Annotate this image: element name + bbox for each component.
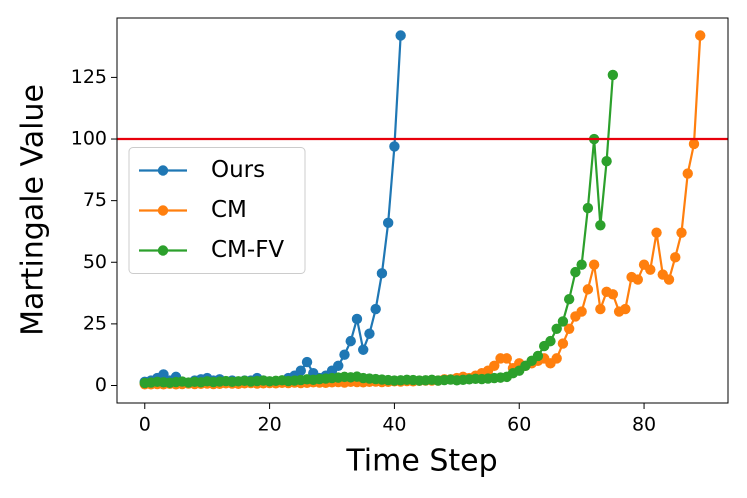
point <box>301 356 313 368</box>
point <box>588 259 600 270</box>
point <box>395 30 406 41</box>
point <box>670 252 681 263</box>
point <box>333 360 344 371</box>
point <box>570 266 581 278</box>
point <box>595 303 606 315</box>
y-tick-label: 50 <box>83 251 107 273</box>
point <box>676 227 687 238</box>
point <box>563 294 575 305</box>
point <box>632 274 644 285</box>
point <box>501 353 512 364</box>
x-tick-label: 80 <box>632 414 656 436</box>
point <box>563 323 575 335</box>
point <box>607 289 619 300</box>
legend-marker <box>157 165 169 176</box>
point <box>489 360 500 371</box>
point <box>557 338 569 349</box>
legend-box <box>128 147 306 274</box>
point <box>582 284 594 295</box>
point <box>607 69 619 81</box>
point <box>595 220 606 231</box>
plot-frame <box>116 17 729 404</box>
point <box>695 30 706 41</box>
point <box>557 316 569 327</box>
point <box>576 306 587 317</box>
point <box>651 227 662 238</box>
x-axis-label: Time Step <box>345 444 497 479</box>
point <box>688 138 700 150</box>
y-tick-label: 100 <box>71 128 107 150</box>
legend-label: Ours <box>211 157 265 183</box>
point <box>382 217 394 229</box>
point <box>389 141 400 152</box>
point <box>663 274 675 285</box>
point <box>576 259 587 270</box>
point <box>376 268 388 279</box>
point <box>358 344 369 355</box>
point <box>364 328 375 339</box>
y-axis-label: Martingale Value <box>16 84 51 336</box>
point <box>551 353 562 364</box>
y-tick-label: 25 <box>83 312 107 334</box>
point <box>682 168 693 179</box>
x-tick-label: 20 <box>258 414 282 436</box>
point <box>370 303 381 315</box>
point <box>345 335 356 347</box>
point <box>645 264 656 275</box>
x-tick-label: 60 <box>507 414 531 436</box>
x-tick-label: 0 <box>139 414 151 436</box>
legend-marker <box>157 205 169 216</box>
point <box>551 323 562 335</box>
point <box>620 303 631 315</box>
legend-marker <box>157 245 169 256</box>
point <box>582 202 594 214</box>
x-tick-label: 40 <box>382 414 406 436</box>
legend-label: CM <box>211 197 247 223</box>
point <box>545 335 556 347</box>
point <box>601 156 612 167</box>
y-tick-label: 125 <box>71 66 107 88</box>
y-tick-label: 75 <box>83 189 107 211</box>
plot-area <box>139 30 706 390</box>
point <box>339 349 350 360</box>
point <box>532 350 544 362</box>
point <box>295 365 306 376</box>
point <box>351 313 363 325</box>
legend-label: CM-FV <box>211 237 284 263</box>
legend: Ours CM CM-FV <box>128 147 306 274</box>
y-tick-label: 0 <box>95 374 107 396</box>
